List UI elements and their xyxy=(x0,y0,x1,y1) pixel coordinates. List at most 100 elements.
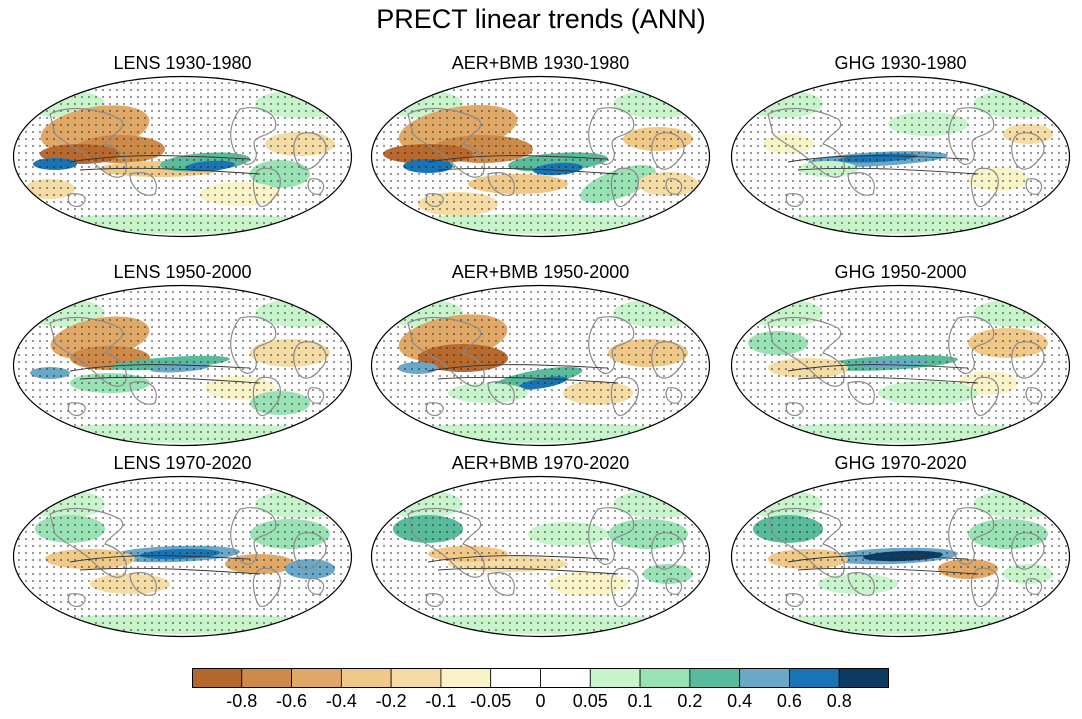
panel-title: GHG 1950-2000 xyxy=(834,262,967,282)
coastline xyxy=(49,108,127,178)
map-canvas xyxy=(370,75,711,238)
coastline xyxy=(49,317,127,387)
colorbar-segment xyxy=(390,668,442,688)
colorbar-tick-label: 0.4 xyxy=(727,691,753,711)
colorbar-tick-label: 0 xyxy=(535,691,546,711)
coastline xyxy=(1025,178,1043,195)
coastline xyxy=(651,532,685,570)
coastline xyxy=(970,167,999,208)
coastline xyxy=(785,593,804,607)
coastline xyxy=(948,507,995,565)
coastline xyxy=(610,167,639,208)
coastline xyxy=(307,178,325,195)
colorbar-tick-label: -0.2 xyxy=(375,691,407,711)
coastline xyxy=(588,107,635,165)
coastline xyxy=(588,507,635,565)
map-panel-8: AER+BMB 1970-2020 xyxy=(368,452,713,642)
map-panel-7: LENS 1970-2020 xyxy=(10,452,355,642)
map-border xyxy=(370,75,711,238)
figure-title: PRECT linear trends (ANN) xyxy=(376,4,706,34)
coastline xyxy=(1011,132,1045,170)
map-border xyxy=(730,75,1071,238)
coastline xyxy=(293,341,327,379)
coastline xyxy=(767,508,845,578)
coastline xyxy=(1011,341,1045,379)
colorbar-segment xyxy=(540,668,591,688)
coastline xyxy=(307,387,325,404)
colorbar-segment xyxy=(639,668,691,688)
colorbar-segment xyxy=(192,668,243,688)
coastline xyxy=(67,402,86,416)
colorbar-tick-label: 0.1 xyxy=(627,691,653,711)
colorbar-tick-label: -0.1 xyxy=(425,691,457,711)
coastline xyxy=(230,316,277,374)
coastline xyxy=(588,316,635,374)
colorbar-segment xyxy=(241,668,292,688)
colorbar-segment xyxy=(838,668,889,688)
coastline xyxy=(129,381,157,405)
map-border xyxy=(12,75,353,238)
map-panel-9: GHG 1970-2020 xyxy=(728,452,1073,642)
coastline xyxy=(407,508,485,578)
map-panel-2: AER+BMB 1930-1980 xyxy=(368,52,713,242)
coastline xyxy=(651,132,685,170)
coastline xyxy=(970,376,999,417)
colorbar-tick-label: 0.2 xyxy=(677,691,703,711)
coastline xyxy=(293,532,327,570)
contour-line xyxy=(787,364,979,384)
coastline xyxy=(230,507,277,565)
map-canvas xyxy=(730,475,1071,638)
coastline xyxy=(67,593,86,607)
panel-title: AER+BMB 1930-1980 xyxy=(451,53,630,73)
coastline xyxy=(407,317,485,387)
coastline xyxy=(487,172,515,196)
panel-title: LENS 1970-2020 xyxy=(113,453,252,473)
coastline xyxy=(970,567,999,608)
coastline xyxy=(425,593,444,607)
colorbar xyxy=(192,668,889,688)
coastline xyxy=(767,108,845,178)
colorbar-tick-label: -0.8 xyxy=(226,691,258,711)
coastline xyxy=(230,107,277,165)
map-panel-1: LENS 1930-1980 xyxy=(10,52,355,242)
coastline xyxy=(785,193,804,207)
contour-line xyxy=(427,364,619,384)
coastline xyxy=(847,381,875,405)
colorbar-tick-label: 0.8 xyxy=(826,691,852,711)
map-canvas xyxy=(370,475,711,638)
panel-title: AER+BMB 1950-2000 xyxy=(451,262,630,282)
contour-line xyxy=(787,555,979,575)
colorbar-segment xyxy=(490,668,541,688)
coastline xyxy=(293,132,327,170)
coastline xyxy=(847,572,875,596)
panel-title: LENS 1950-2000 xyxy=(113,262,252,282)
map-canvas xyxy=(370,284,711,447)
map-panel-5: AER+BMB 1950-2000 xyxy=(368,261,713,451)
colorbar-segment xyxy=(789,668,840,688)
map-canvas xyxy=(12,75,353,238)
panel-title: GHG 1970-2020 xyxy=(834,453,967,473)
colorbar-segment xyxy=(739,668,790,688)
panel-title: GHG 1930-1980 xyxy=(834,53,967,73)
map-canvas xyxy=(12,284,353,447)
colorbar-segment xyxy=(340,668,392,688)
coastline xyxy=(610,567,639,608)
coastline xyxy=(651,341,685,379)
coastline xyxy=(425,402,444,416)
contour-line xyxy=(427,155,619,175)
map-panel-3: GHG 1930-1980 xyxy=(728,52,1073,242)
colorbar-tick-label: -0.4 xyxy=(325,691,357,711)
coastline xyxy=(407,108,485,178)
colorbar-tick-label: -0.6 xyxy=(276,691,308,711)
contour-line xyxy=(69,555,261,575)
colorbar-tick-label: -0.05 xyxy=(470,691,512,711)
coastline xyxy=(1025,578,1043,595)
map-border xyxy=(370,284,711,447)
contour-line xyxy=(787,155,979,175)
colorbar-segment xyxy=(589,668,641,688)
map-border xyxy=(730,284,1071,447)
coastline xyxy=(610,376,639,417)
coastline xyxy=(785,402,804,416)
contour-line xyxy=(69,155,261,175)
map-canvas xyxy=(730,75,1071,238)
